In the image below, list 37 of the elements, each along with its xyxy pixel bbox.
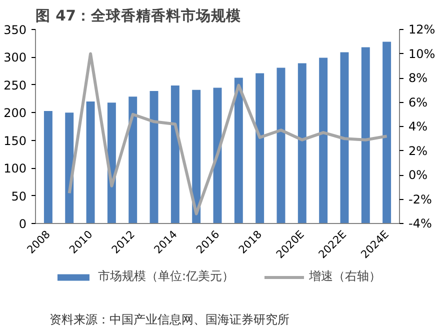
bar (340, 52, 349, 224)
bar (276, 68, 286, 224)
y-tick-label: 50 (11, 189, 27, 204)
y2-tick-label: 4% (408, 120, 428, 134)
bar (44, 110, 52, 224)
bar (298, 63, 306, 224)
y-tick-label: 300 (4, 50, 26, 65)
bar (234, 78, 243, 224)
bar (382, 42, 392, 224)
legend-label: 市场规模（单位:亿美元） (98, 268, 234, 285)
y-tick-label: 100 (4, 162, 26, 176)
bar (319, 58, 328, 224)
y2-tick-label: 2% (408, 144, 428, 158)
y2-tick-label: 8% (408, 71, 428, 85)
bar (150, 91, 158, 224)
y-tick-label: 200 (4, 106, 26, 120)
y-tick-label: 0 (18, 217, 27, 231)
bar (86, 102, 95, 224)
y-tick-label: 350 (4, 23, 26, 37)
y2-tick-label: 0% (408, 168, 428, 182)
line-series (68, 52, 388, 216)
bar (256, 73, 264, 224)
legend-label: 增速（右轴） (309, 268, 382, 285)
y-tick-label: 250 (4, 78, 26, 92)
bar (361, 47, 370, 224)
chart-title: 图 47：全球香精香料市场规模 (36, 6, 241, 24)
y-tick-label: 150 (4, 134, 26, 148)
y2-tick-label: 6% (408, 95, 428, 110)
y2-tick-label: 12% (408, 22, 436, 36)
bar (192, 90, 201, 224)
bar (128, 96, 138, 224)
bar (65, 112, 74, 224)
y2-tick-label: 10% (408, 46, 436, 61)
y2-tick-label: -2% (408, 192, 432, 206)
bar (170, 85, 180, 224)
y2-tick-label: -4% (408, 216, 432, 230)
text: 资料来源：中国产业信息网、国海证券研究所 (50, 312, 290, 326)
